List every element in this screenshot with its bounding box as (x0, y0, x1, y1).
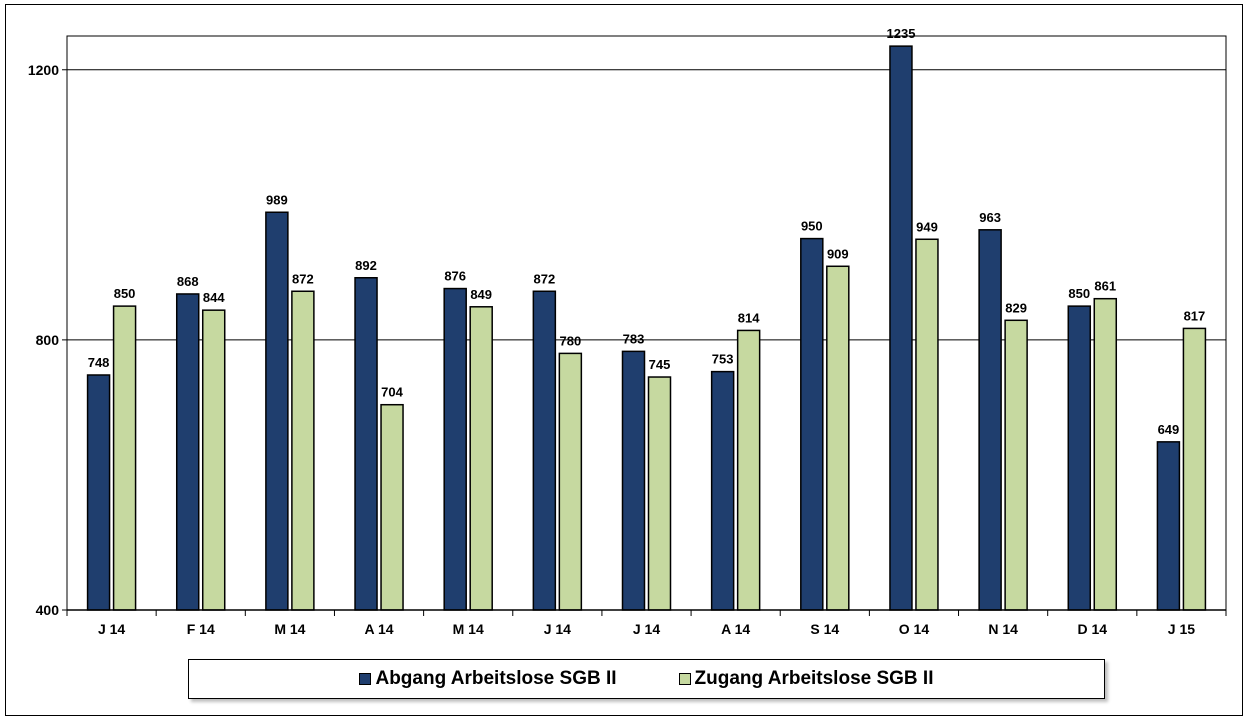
data-label: 963 (979, 210, 1001, 225)
bar-zugang (1182, 327, 1207, 611)
data-label: 780 (559, 333, 581, 348)
data-label: 745 (649, 357, 671, 372)
data-label: 861 (1094, 279, 1116, 294)
bar-abgang (800, 237, 824, 611)
legend: Abgang Arbeitslose SGB II Zugang Arbeits… (188, 659, 1105, 699)
legend-entry-zugang: Zugang Arbeitslose SGB II (678, 668, 934, 690)
bar-abgang (532, 290, 557, 611)
bar-zugang (558, 352, 583, 611)
bar-abgang (354, 277, 378, 611)
data-label: 748 (88, 355, 110, 370)
x-tick-label: D 14 (1077, 621, 1107, 637)
bar-abgang (265, 211, 289, 611)
gridlines (67, 69, 1226, 341)
data-label: 1235 (887, 26, 916, 41)
data-label: 872 (292, 271, 314, 286)
x-tick-label: J 14 (98, 621, 125, 637)
data-label: 814 (738, 310, 760, 325)
x-tick-label: S 14 (810, 621, 839, 637)
bar-zugang (915, 238, 939, 611)
data-label: 704 (381, 385, 403, 400)
x-tick-label: J 14 (633, 621, 660, 637)
data-label: 753 (712, 352, 734, 367)
bar-zugang (112, 305, 137, 611)
data-label: 844 (203, 290, 225, 305)
data-label: 876 (444, 269, 466, 284)
bar-abgang (443, 287, 467, 611)
y-tick-label: 400 (36, 602, 60, 618)
data-label: 829 (1005, 300, 1027, 315)
bar-zugang (1004, 319, 1028, 611)
data-label: 849 (470, 287, 492, 302)
data-label: 949 (916, 219, 938, 234)
x-tick-label: J 14 (544, 621, 571, 637)
x-tick-label: O 14 (899, 621, 930, 637)
y-tick-label: 1200 (28, 62, 59, 78)
data-label: 892 (355, 258, 377, 273)
x-tick-label: F 14 (187, 621, 215, 637)
bar-zugang (469, 306, 493, 611)
data-label: 817 (1184, 308, 1206, 323)
data-label: 868 (177, 274, 199, 289)
y-tick-label: 800 (36, 332, 60, 348)
data-label: 872 (533, 271, 555, 286)
bar-zugang (826, 265, 850, 611)
bar-abgang (1156, 441, 1181, 611)
x-tick-label: J 15 (1168, 621, 1195, 637)
bar-zugang (291, 290, 315, 611)
data-label: 850 (1068, 286, 1090, 301)
bar-zugang (201, 309, 226, 611)
data-label: 989 (266, 192, 288, 207)
bar-zugang (1093, 297, 1118, 611)
x-tick-label: A 14 (721, 621, 750, 637)
plot-area (66, 35, 1227, 611)
x-tick-label: A 14 (365, 621, 394, 637)
bar-zugang (647, 376, 672, 611)
legend-label-abgang: Abgang Arbeitslose SGB II (375, 668, 617, 689)
bar-abgang (889, 45, 913, 611)
data-labels: 748 850 868 844 989 872 892 704 876 849 872 780 783 7… (88, 26, 1206, 437)
x-tick-label: M 14 (274, 621, 305, 637)
bar-zugang (736, 329, 761, 611)
bar-abgang (86, 374, 111, 611)
data-label: 950 (801, 219, 823, 234)
bar-zugang (380, 403, 404, 611)
bar-abgang (710, 370, 735, 611)
bar-abgang (621, 350, 646, 611)
bar-abgang (1067, 305, 1092, 611)
data-label: 909 (827, 246, 849, 261)
x-tick-label: N 14 (988, 621, 1018, 637)
legend-entry-abgang: Abgang Arbeitslose SGB II (359, 668, 617, 690)
axes: 400 800 1200 J 14 F 14 M 14 A 14 M 14 J 14 J 14 A … (28, 62, 1227, 637)
data-label: 783 (623, 331, 645, 346)
bars (86, 45, 1207, 611)
bar-abgang (175, 293, 200, 611)
legend-swatch-zugang (678, 673, 691, 685)
x-tick-label: M 14 (453, 621, 484, 637)
data-label: 850 (114, 286, 136, 301)
legend-swatch-abgang (359, 673, 372, 685)
bar-abgang (978, 229, 1002, 611)
data-label: 649 (1158, 422, 1180, 437)
legend-label-zugang: Zugang Arbeitslose SGB II (694, 668, 934, 689)
